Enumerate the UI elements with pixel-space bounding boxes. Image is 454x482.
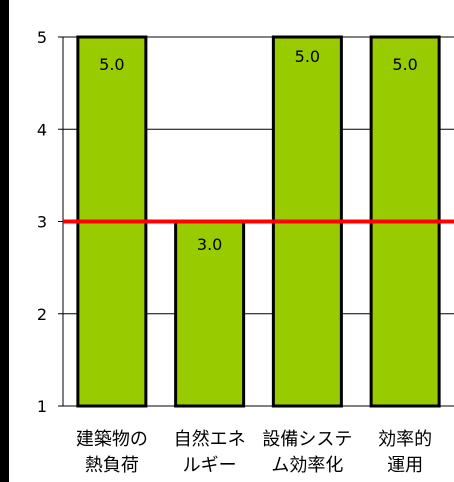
y-tick-label: 4 [37, 120, 47, 139]
y-tick-label: 1 [37, 397, 47, 416]
bar [174, 220, 246, 408]
x-tick-label: ム効率化 [271, 455, 343, 476]
x-tick-label: 効率的 [378, 429, 432, 450]
chart-left-border [0, 0, 9, 482]
x-tick-label: 運用 [387, 455, 423, 476]
x-tick-label: 熱負荷 [85, 455, 139, 476]
y-tick-label: 2 [37, 305, 47, 324]
axis-layer: 1 2 3 4 5 [37, 28, 64, 416]
data-label: 3.0 [197, 235, 222, 254]
x-tick-label: ルギー [183, 455, 237, 476]
x-tick-label: 自然エネ [174, 429, 246, 450]
y-tick-label: 5 [37, 28, 47, 47]
data-label: 5.0 [392, 55, 417, 74]
data-label: 5.0 [99, 55, 124, 74]
x-tick-label: 設備システ [262, 429, 352, 450]
data-label: 5.0 [295, 47, 320, 66]
y-tick-label: 3 [37, 213, 47, 232]
x-tick-label: 建築物の [76, 429, 148, 450]
